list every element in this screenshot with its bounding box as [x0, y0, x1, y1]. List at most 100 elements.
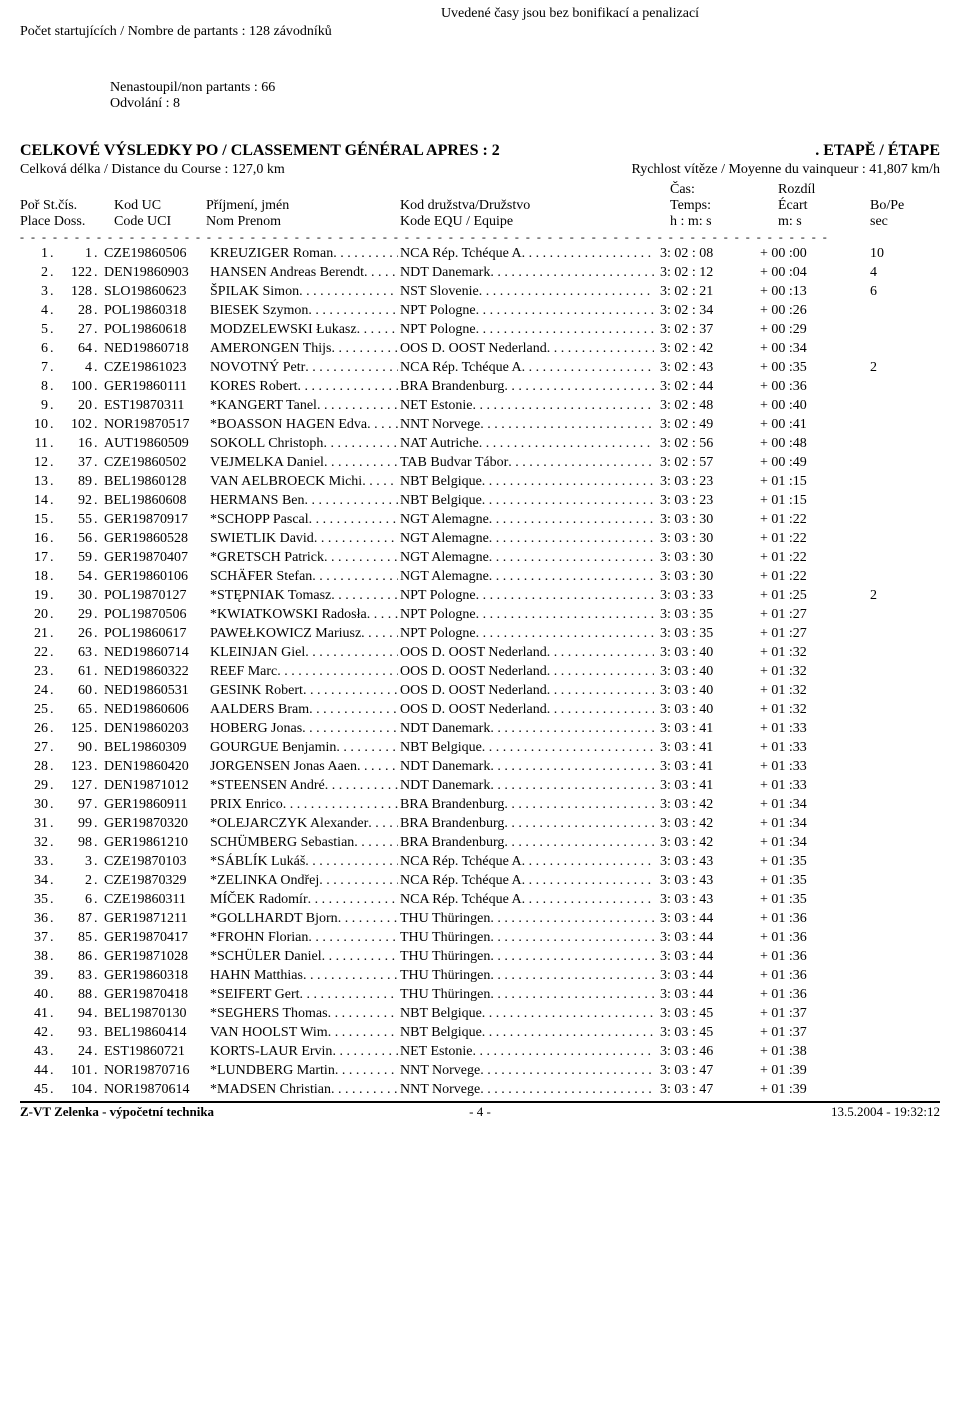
- cell-uci: BEL19860414: [104, 1023, 214, 1042]
- title-row: CELKOVÉ VÝSLEDKY PO / CLASSEMENT GÉNÉRAL…: [20, 142, 940, 160]
- cell-bib: 4: [60, 358, 92, 377]
- stage-label: . ETAPĚ / ÉTAPE: [815, 142, 940, 160]
- result-row: 28.123.DEN19860420JORGENSEN Jonas AaenND…: [20, 757, 940, 776]
- cell-team: NGT Alemagne: [400, 529, 654, 548]
- cell-position: 38: [20, 947, 48, 966]
- hdr-name-1: Příjmení, jmén: [206, 198, 289, 214]
- cell-dot: .: [94, 263, 98, 282]
- cell-bib: 122: [60, 263, 92, 282]
- cell-dot: .: [50, 415, 54, 434]
- cell-team: THU Thüringen: [400, 947, 654, 966]
- cell-dot: .: [94, 681, 98, 700]
- cell-dot: .: [50, 947, 54, 966]
- cell-dot: .: [50, 491, 54, 510]
- cell-bib: 90: [60, 738, 92, 757]
- cell-time: 3: 03 : 23: [660, 491, 732, 510]
- cell-bib: 98: [60, 833, 92, 852]
- result-row: 41.94.BEL19870130*SEGHERS ThomasNBT Belg…: [20, 1004, 940, 1023]
- result-row: 33.3.CZE19870103*SÁBLÍK LukášNCA Rép. Tc…: [20, 852, 940, 871]
- cell-time: 3: 03 : 44: [660, 947, 732, 966]
- cell-time: 3: 03 : 40: [660, 662, 732, 681]
- cell-team: NBT Belgique: [400, 1023, 654, 1042]
- cell-uci: POL19860617: [104, 624, 214, 643]
- hdr-name-2: Nom Prenom: [206, 214, 281, 230]
- cell-name: *FROHN Florian: [210, 928, 398, 947]
- cell-bib: 92: [60, 491, 92, 510]
- cell-bib: 87: [60, 909, 92, 928]
- cell-gap: + 01 :33: [760, 776, 832, 795]
- cell-position: 15: [20, 510, 48, 529]
- cell-team: NGT Alemagne: [400, 510, 654, 529]
- cell-gap: + 00 :13: [760, 282, 832, 301]
- result-row: 5.27.POL19860618MODZELEWSKI ŁukaszNPT Po…: [20, 320, 940, 339]
- cell-team: NGT Alemagne: [400, 567, 654, 586]
- cell-name: HOBERG Jonas: [210, 719, 398, 738]
- cell-dot: .: [94, 415, 98, 434]
- cell-time: 3: 02 : 42: [660, 339, 732, 358]
- cell-uci: BEL19860608: [104, 491, 214, 510]
- cell-name: *OLEJARCZYK Alexander: [210, 814, 398, 833]
- cell-team: NPT Pologne: [400, 320, 654, 339]
- cell-team: NGT Alemagne: [400, 548, 654, 567]
- result-row: 16.56.GER19860528SWIETLIK DavidNGT Alema…: [20, 529, 940, 548]
- cell-position: 9: [20, 396, 48, 415]
- cell-dot: .: [94, 567, 98, 586]
- cell-uci: POL19860318: [104, 301, 214, 320]
- cell-dot: .: [94, 605, 98, 624]
- cell-dot: .: [50, 985, 54, 1004]
- cell-dot: .: [50, 472, 54, 491]
- result-row: 6.64.NED19860718AMERONGEN ThijsOOS D. OO…: [20, 339, 940, 358]
- hdr-team-2: Kode EQU / Equipe: [400, 214, 513, 230]
- cell-uci: GER19870407: [104, 548, 214, 567]
- cell-team: NCA Rép. Tchéque A: [400, 852, 654, 871]
- speed: Rychlost vítěze / Moyenne du vainqueur :…: [631, 162, 940, 178]
- withdrawals: Odvolání : 8: [110, 96, 940, 112]
- cell-bib: 63: [60, 643, 92, 662]
- result-row: 27.90.BEL19860309GOURGUE BenjaminNBT Bel…: [20, 738, 940, 757]
- result-row: 43.24.EST19860721KORTS-LAUR ErvinNET Est…: [20, 1042, 940, 1061]
- cell-gap: + 01 :15: [760, 472, 832, 491]
- cell-dot: .: [50, 681, 54, 700]
- cell-dot: .: [94, 491, 98, 510]
- cell-dot: .: [50, 1042, 54, 1061]
- cell-dot: .: [50, 757, 54, 776]
- cell-dot: .: [50, 263, 54, 282]
- footer-timestamp: 13.5.2004 - 19:32:12: [831, 1104, 940, 1120]
- cell-gap: + 01 :39: [760, 1061, 832, 1080]
- cell-dot: .: [94, 301, 98, 320]
- cell-team: NCA Rép. Tchéque A: [400, 358, 654, 377]
- cell-uci: GER19871211: [104, 909, 214, 928]
- cell-bope: 10: [870, 244, 900, 263]
- cell-team: THU Thüringen: [400, 985, 654, 1004]
- cell-bib: 86: [60, 947, 92, 966]
- cell-dot: .: [94, 757, 98, 776]
- cell-gap: + 01 :36: [760, 928, 832, 947]
- cell-bib: 28: [60, 301, 92, 320]
- cell-name: *ZELINKA Ondřej: [210, 871, 398, 890]
- cell-gap: + 01 :35: [760, 852, 832, 871]
- cell-name: GESINK Robert: [210, 681, 398, 700]
- cell-time: 3: 03 : 42: [660, 833, 732, 852]
- cell-dot: .: [50, 548, 54, 567]
- cell-name: ŠPILAK Simon: [210, 282, 398, 301]
- cell-bib: 123: [60, 757, 92, 776]
- distance-row: Celková délka / Distance du Course : 127…: [20, 162, 940, 178]
- cell-dot: .: [94, 776, 98, 795]
- cell-dot: .: [50, 719, 54, 738]
- cell-team: NBT Belgique: [400, 472, 654, 491]
- cell-team: THU Thüringen: [400, 909, 654, 928]
- cell-dot: .: [94, 282, 98, 301]
- cell-position: 25: [20, 700, 48, 719]
- cell-dot: .: [50, 396, 54, 415]
- cell-name: VAN HOOLST Wim: [210, 1023, 398, 1042]
- cell-gap: + 01 :34: [760, 795, 832, 814]
- cell-time: 3: 02 : 37: [660, 320, 732, 339]
- cell-position: 27: [20, 738, 48, 757]
- cell-position: 26: [20, 719, 48, 738]
- cell-bib: 65: [60, 700, 92, 719]
- cell-name: AALDERS Bram: [210, 700, 398, 719]
- cell-dot: .: [94, 320, 98, 339]
- cell-bib: 99: [60, 814, 92, 833]
- cell-dot: .: [50, 928, 54, 947]
- cell-gap: + 01 :22: [760, 567, 832, 586]
